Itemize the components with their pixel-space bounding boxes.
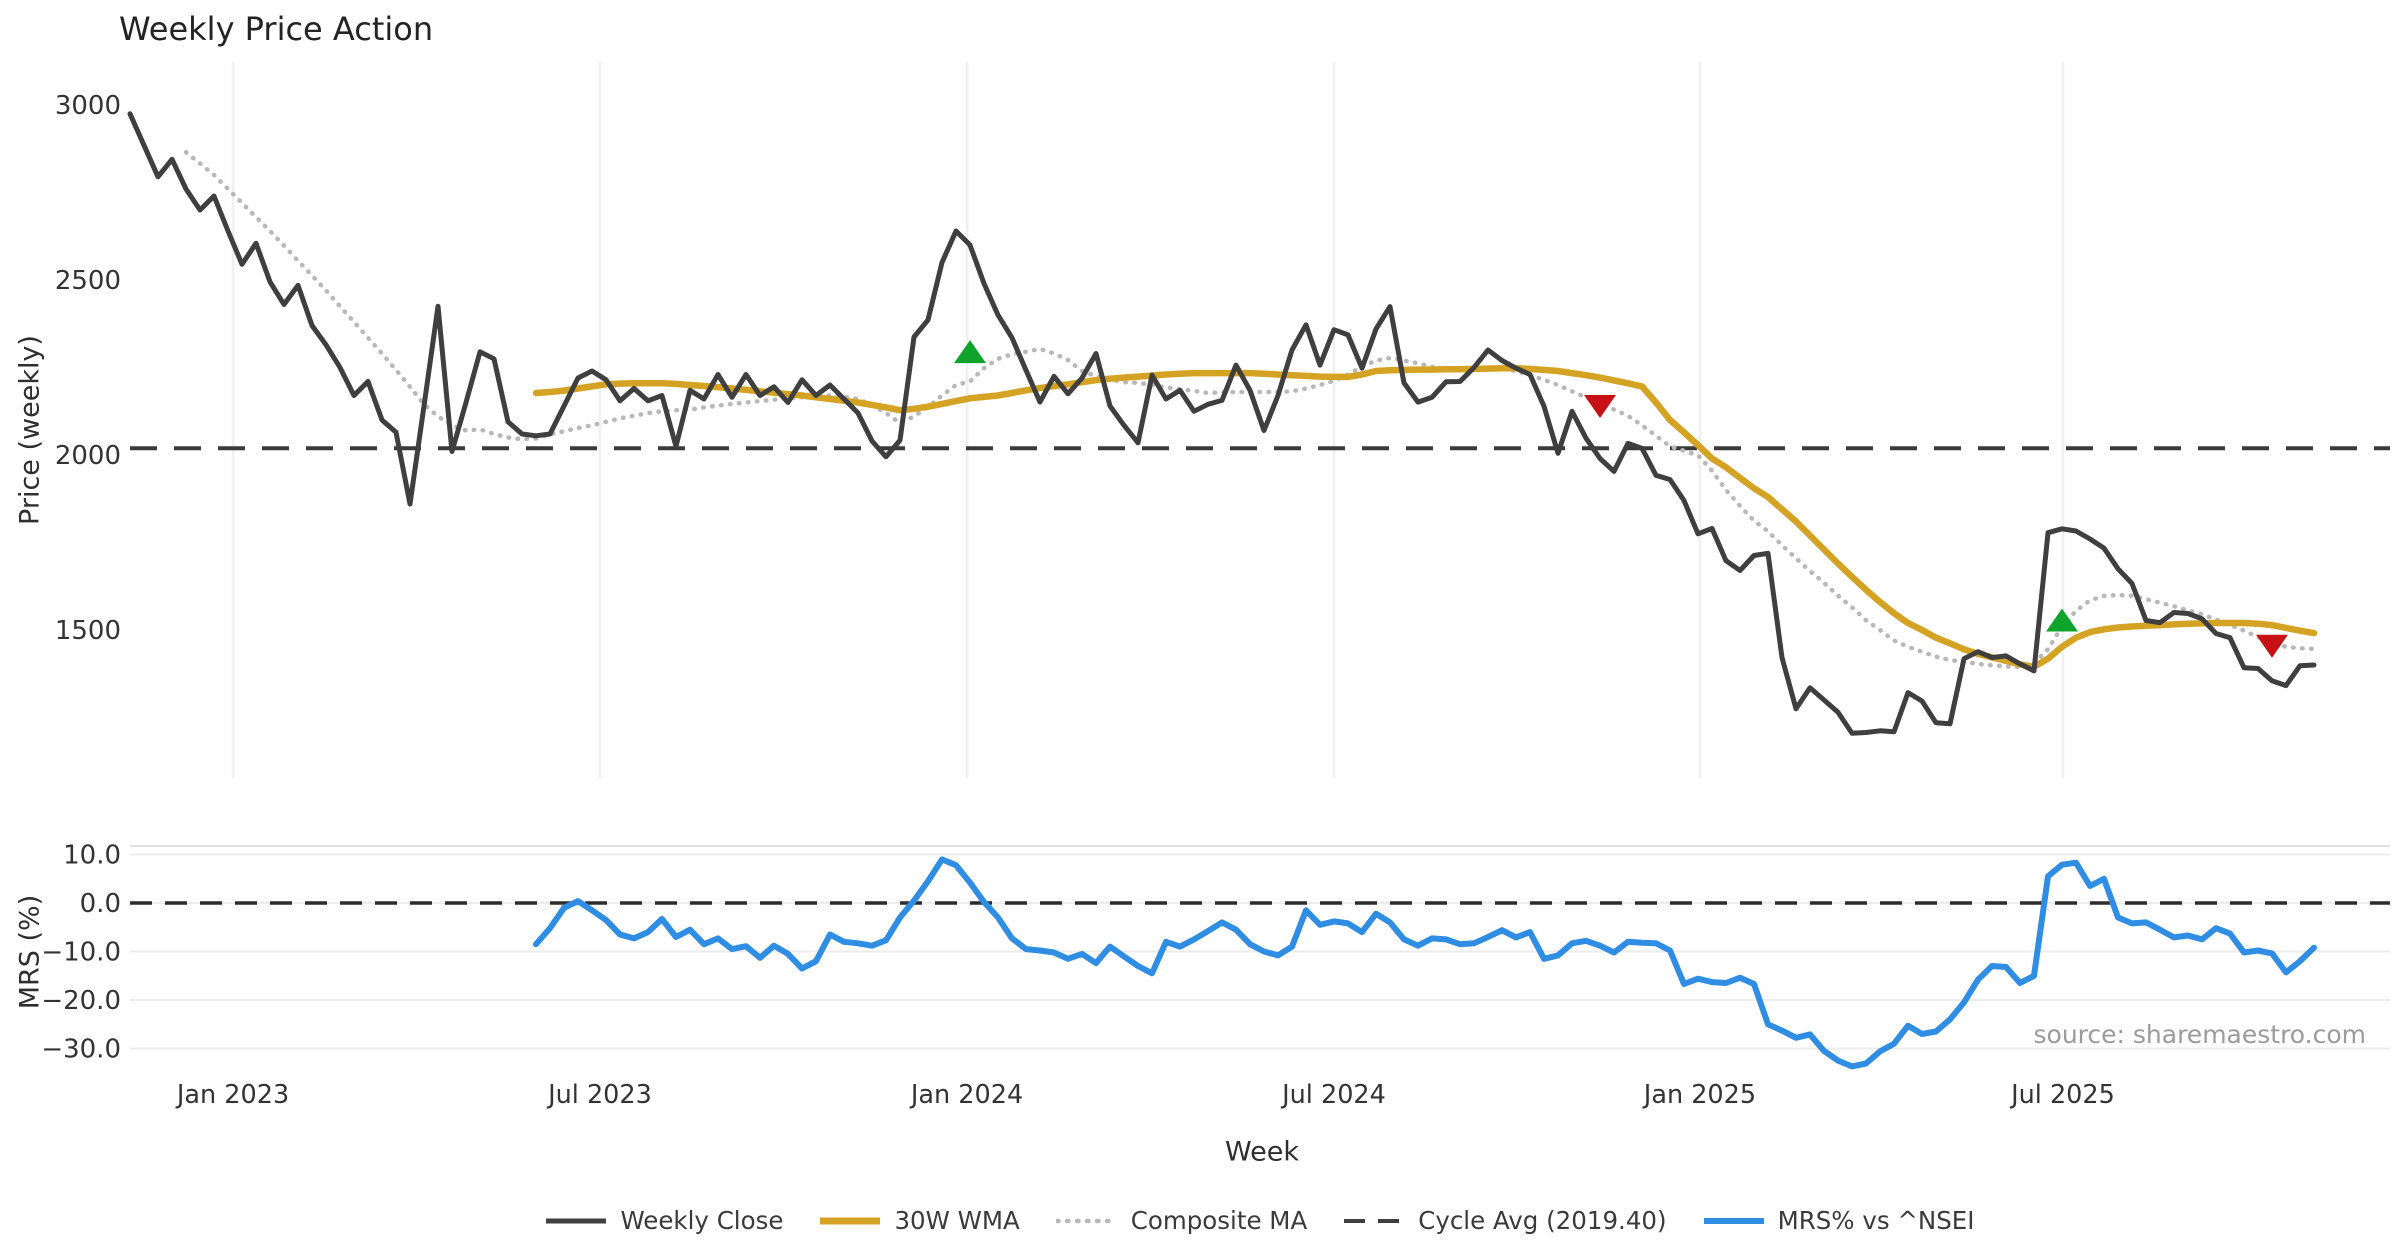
legend-line-swatch — [820, 1217, 881, 1224]
price-tick-label: 1500 — [55, 616, 121, 646]
legend-line-swatch — [546, 1218, 607, 1223]
sell-signal-marker — [1584, 395, 1616, 418]
legend-line-swatch — [1055, 1218, 1118, 1223]
x-tick-label: Jan 2024 — [909, 1080, 1023, 1110]
price-tick-label: 3000 — [55, 91, 121, 121]
buy-signal-marker — [954, 340, 986, 364]
buy-signal-marker — [2046, 608, 2078, 632]
mrs-tick-label: −10.0 — [41, 938, 121, 968]
legend-line-swatch — [1703, 1217, 1764, 1224]
source-credit: source: sharemaestro.com — [2033, 1020, 2367, 1049]
legend-line-swatch — [1344, 1218, 1405, 1223]
legend-item-30w-wma: 30W WMA — [819, 1206, 1020, 1235]
price-tick-label: 2000 — [55, 441, 121, 471]
x-axis-title: Week — [1225, 1136, 1299, 1168]
legend-item-mrs-vs-nsei: MRS% vs ^NSEI — [1703, 1206, 1975, 1235]
legend-item-composite-ma: Composite MA — [1055, 1206, 1308, 1235]
mrs-tick-label: −30.0 — [41, 1035, 121, 1065]
legend-label: Weekly Close — [620, 1206, 784, 1235]
x-tick-label: Jul 2023 — [546, 1080, 652, 1110]
mrs-tick-label: −20.0 — [41, 986, 121, 1016]
legend-label: Composite MA — [1130, 1206, 1308, 1235]
legend-item-cycle-avg-2019-40: Cycle Avg (2019.40) — [1343, 1206, 1667, 1235]
weekly-close-line — [127, 111, 2317, 736]
sell-signal-marker — [2256, 634, 2288, 658]
legend-label: MRS% vs ^NSEI — [1777, 1206, 1975, 1235]
chart-title: Weekly Price Action — [119, 10, 434, 48]
mrs-tick-label: 0.0 — [80, 889, 121, 919]
x-tick-label: Jul 2025 — [2009, 1080, 2115, 1110]
x-tick-label: Jan 2023 — [175, 1080, 289, 1110]
wma-30w-line — [532, 364, 2318, 671]
x-tick-label: Jan 2025 — [1642, 1080, 1756, 1110]
legend-label: Cycle Avg (2019.40) — [1418, 1206, 1667, 1235]
legend-label: 30W WMA — [894, 1206, 1020, 1235]
x-tick-label: Jul 2024 — [1280, 1080, 1386, 1110]
mrs-line — [533, 856, 2317, 1070]
mrs-axis-title: MRS (%) — [14, 894, 46, 1010]
legend: Weekly Close 30W WMA Composite MA Cycle Avg… — [130, 1206, 2390, 1235]
price-tick-label: 2500 — [55, 266, 121, 296]
mrs-tick-label: 10.0 — [63, 841, 121, 871]
price-axis-title: Price (weekly) — [14, 335, 46, 525]
legend-item-weekly-close: Weekly Close — [545, 1206, 783, 1235]
